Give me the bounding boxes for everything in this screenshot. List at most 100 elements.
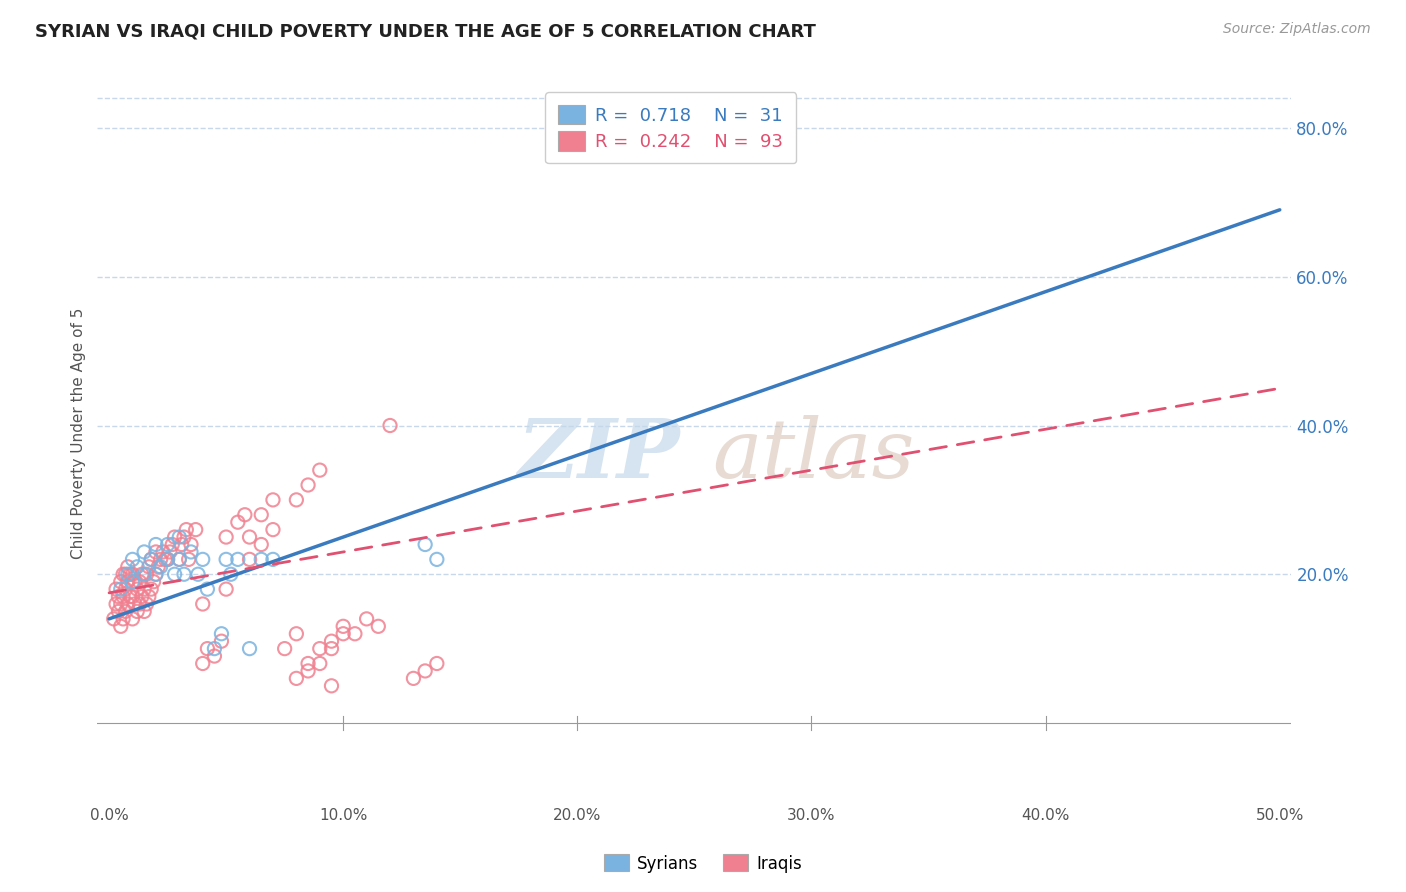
Point — [127, 559, 149, 574]
Point — [103, 612, 125, 626]
Point — [297, 664, 319, 678]
Point — [159, 545, 181, 559]
Point — [238, 530, 260, 544]
Point — [142, 574, 165, 589]
Point — [176, 523, 198, 537]
Text: ZIP: ZIP — [517, 415, 681, 495]
Point — [321, 641, 343, 656]
Point — [112, 567, 135, 582]
Point — [134, 604, 156, 618]
Point — [141, 552, 163, 566]
Point — [131, 567, 153, 582]
Point — [173, 530, 195, 544]
Point — [110, 619, 132, 633]
Point — [273, 641, 295, 656]
Point — [169, 552, 191, 566]
Point — [156, 552, 179, 566]
Point — [114, 582, 136, 596]
Point — [226, 515, 249, 529]
Point — [105, 582, 128, 596]
Point — [127, 582, 149, 596]
Point — [163, 530, 186, 544]
Point — [156, 552, 179, 566]
Point — [162, 537, 184, 551]
Point — [114, 567, 136, 582]
Point — [114, 604, 136, 618]
Point — [110, 582, 132, 596]
Point — [169, 530, 191, 544]
Point — [426, 657, 449, 671]
Legend: Syrians, Iraqis: Syrians, Iraqis — [598, 847, 808, 880]
Point — [191, 597, 214, 611]
Point — [204, 648, 226, 663]
Point — [321, 679, 343, 693]
Point — [426, 552, 449, 566]
Point — [250, 552, 273, 566]
Point — [215, 552, 238, 566]
Point — [170, 537, 193, 551]
Point — [285, 626, 308, 640]
Point — [187, 567, 209, 582]
Point — [180, 537, 202, 551]
Point — [128, 574, 150, 589]
Point — [321, 634, 343, 648]
Point — [124, 574, 146, 589]
Point — [149, 552, 172, 566]
Point — [219, 567, 242, 582]
Point — [285, 672, 308, 686]
Point — [332, 626, 354, 640]
Point — [135, 567, 157, 582]
Point — [402, 672, 425, 686]
Point — [107, 590, 129, 604]
Point — [121, 574, 143, 589]
Point — [135, 597, 157, 611]
Point — [226, 552, 249, 566]
Point — [127, 604, 149, 618]
Point — [131, 590, 153, 604]
Point — [107, 604, 129, 618]
Point — [184, 523, 207, 537]
Point — [138, 559, 160, 574]
Point — [141, 582, 163, 596]
Point — [356, 612, 378, 626]
Point — [215, 582, 238, 596]
Point — [148, 559, 170, 574]
Point — [297, 478, 319, 492]
Point — [343, 626, 366, 640]
Point — [117, 567, 139, 582]
Point — [152, 545, 174, 559]
Point — [367, 619, 389, 633]
Point — [191, 552, 214, 566]
Text: Source: ZipAtlas.com: Source: ZipAtlas.com — [1223, 22, 1371, 37]
Text: SYRIAN VS IRAQI CHILD POVERTY UNDER THE AGE OF 5 CORRELATION CHART: SYRIAN VS IRAQI CHILD POVERTY UNDER THE … — [35, 22, 815, 40]
Point — [250, 537, 273, 551]
Point — [117, 574, 139, 589]
Point — [262, 492, 284, 507]
Point — [145, 537, 167, 551]
Point — [110, 597, 132, 611]
Point — [169, 552, 191, 566]
Point — [134, 567, 156, 582]
Point — [134, 545, 156, 559]
Point — [413, 537, 436, 551]
Point — [262, 552, 284, 566]
Point — [120, 567, 142, 582]
Point — [121, 552, 143, 566]
Point — [297, 657, 319, 671]
Point — [308, 657, 330, 671]
Point — [117, 559, 139, 574]
Point — [197, 641, 219, 656]
Point — [209, 626, 232, 640]
Point — [145, 567, 167, 582]
Point — [215, 530, 238, 544]
Point — [156, 537, 179, 551]
Point — [145, 567, 167, 582]
Point — [121, 567, 143, 582]
Point — [145, 545, 167, 559]
Point — [134, 582, 156, 596]
Point — [197, 582, 219, 596]
Point — [121, 590, 143, 604]
Point — [112, 590, 135, 604]
Legend: R =  0.718    N =  31, R =  0.242    N =  93: R = 0.718 N = 31, R = 0.242 N = 93 — [546, 92, 796, 163]
Point — [332, 619, 354, 633]
